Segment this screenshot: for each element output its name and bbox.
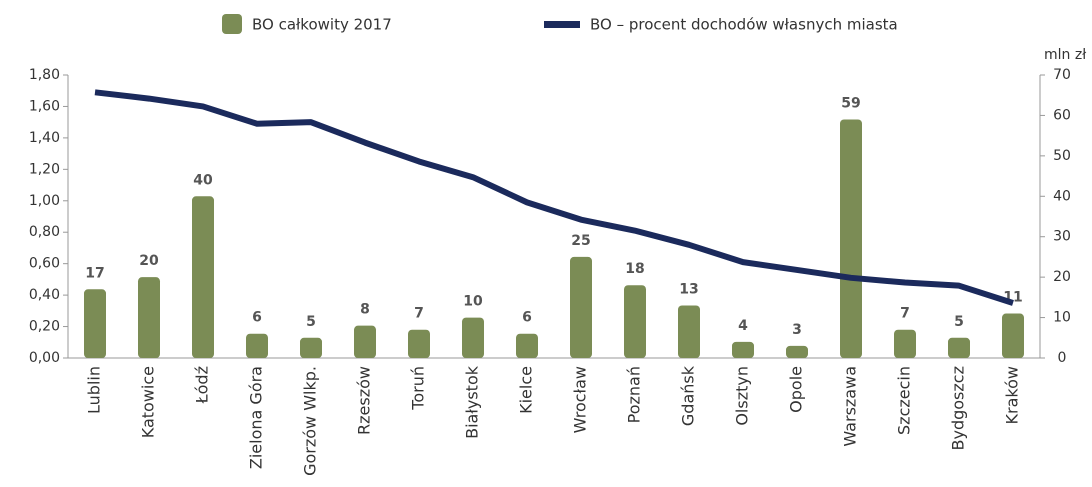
bar (948, 337, 970, 358)
bar-value-label: 20 (139, 253, 159, 269)
bar (624, 285, 646, 358)
bar-value-label: 13 (679, 281, 698, 297)
x-tick-label: Gorzów Wlkp. (301, 366, 320, 476)
x-tick-label: Katowice (139, 366, 158, 438)
bar-value-label: 5 (954, 314, 964, 330)
x-tick-label: Poznań (625, 366, 644, 423)
y2-tick-label: 70 (1053, 67, 1071, 83)
y2-tick-label: 60 (1053, 107, 1071, 123)
x-tick-label: Gdańsk (679, 365, 698, 426)
bar (408, 329, 430, 358)
bar-value-label: 18 (625, 261, 644, 277)
x-tick-label: Kraków (1003, 366, 1022, 424)
bar (570, 256, 592, 358)
x-tick-label: Toruń (409, 366, 428, 411)
bar (678, 305, 700, 358)
bar-value-label: 3 (792, 322, 802, 338)
y-tick-label: 1,00 (29, 193, 60, 209)
y2-tick-label: 0 (1058, 350, 1067, 366)
legend-swatch (222, 14, 242, 34)
bar-value-label: 59 (841, 95, 860, 111)
bar (516, 333, 538, 358)
y2-tick-label: 40 (1053, 188, 1071, 204)
bar (894, 329, 916, 358)
bar (246, 333, 268, 358)
bar (1002, 313, 1024, 358)
x-tick-label: Szczecin (895, 366, 914, 435)
y-tick-label: 1,60 (29, 98, 60, 114)
y-tick-label: 0,60 (29, 256, 60, 272)
x-tick-label: Bydgoszcz (949, 366, 968, 450)
bar-value-label: 5 (306, 314, 316, 330)
legend-swatch (544, 21, 580, 28)
bar-value-label: 6 (252, 310, 262, 326)
x-tick-label: Warszawa (841, 366, 860, 447)
legend-label: BO – procent dochodów własnych miasta (590, 16, 898, 34)
bar (462, 317, 484, 358)
bar (732, 341, 754, 358)
x-tick-label: Opole (787, 366, 806, 413)
bar-value-label: 8 (360, 302, 370, 318)
x-tick-label: Kielce (517, 366, 536, 414)
bar (300, 337, 322, 358)
y-tick-label: 1,20 (29, 161, 60, 177)
x-tick-label: Łódź (193, 366, 212, 404)
y-tick-label: 0,40 (29, 287, 60, 303)
y2-tick-label: 30 (1053, 229, 1071, 245)
bar (192, 196, 214, 358)
x-tick-label: Zielona Góra (247, 366, 266, 469)
y-tick-label: 0,20 (29, 319, 60, 335)
y2-tick-label: 20 (1053, 269, 1071, 285)
x-tick-label: Wrocław (571, 366, 590, 433)
y-tick-label: 1,80 (29, 67, 60, 83)
x-tick-label: Olsztyn (733, 366, 752, 426)
legend-label: BO całkowity 2017 (252, 16, 392, 34)
x-tick-label: Białystok (463, 365, 482, 439)
x-tick-label: Lublin (85, 366, 104, 414)
bar-value-label: 7 (900, 306, 910, 322)
bar (840, 119, 862, 358)
bar-value-label: 40 (193, 172, 213, 188)
bar (354, 325, 376, 358)
x-tick-label: Rzeszów (355, 366, 374, 435)
bar (84, 289, 106, 358)
bar-value-label: 7 (414, 306, 424, 322)
y-tick-label: 0,00 (29, 350, 60, 366)
y2-axis-title: mln zł (1044, 47, 1086, 63)
bar (786, 345, 808, 358)
y2-tick-label: 50 (1053, 148, 1071, 164)
y2-tick-label: 10 (1053, 310, 1071, 326)
y-tick-label: 0,80 (29, 224, 60, 240)
bar-value-label: 25 (571, 233, 590, 249)
bar-value-label: 17 (85, 265, 104, 281)
line (94, 89, 1014, 306)
y-tick-label: 1,40 (29, 130, 60, 146)
bar (138, 277, 160, 358)
bar-value-label: 6 (522, 310, 532, 326)
bar-value-label: 10 (463, 294, 483, 310)
bar-value-label: 4 (738, 318, 748, 334)
